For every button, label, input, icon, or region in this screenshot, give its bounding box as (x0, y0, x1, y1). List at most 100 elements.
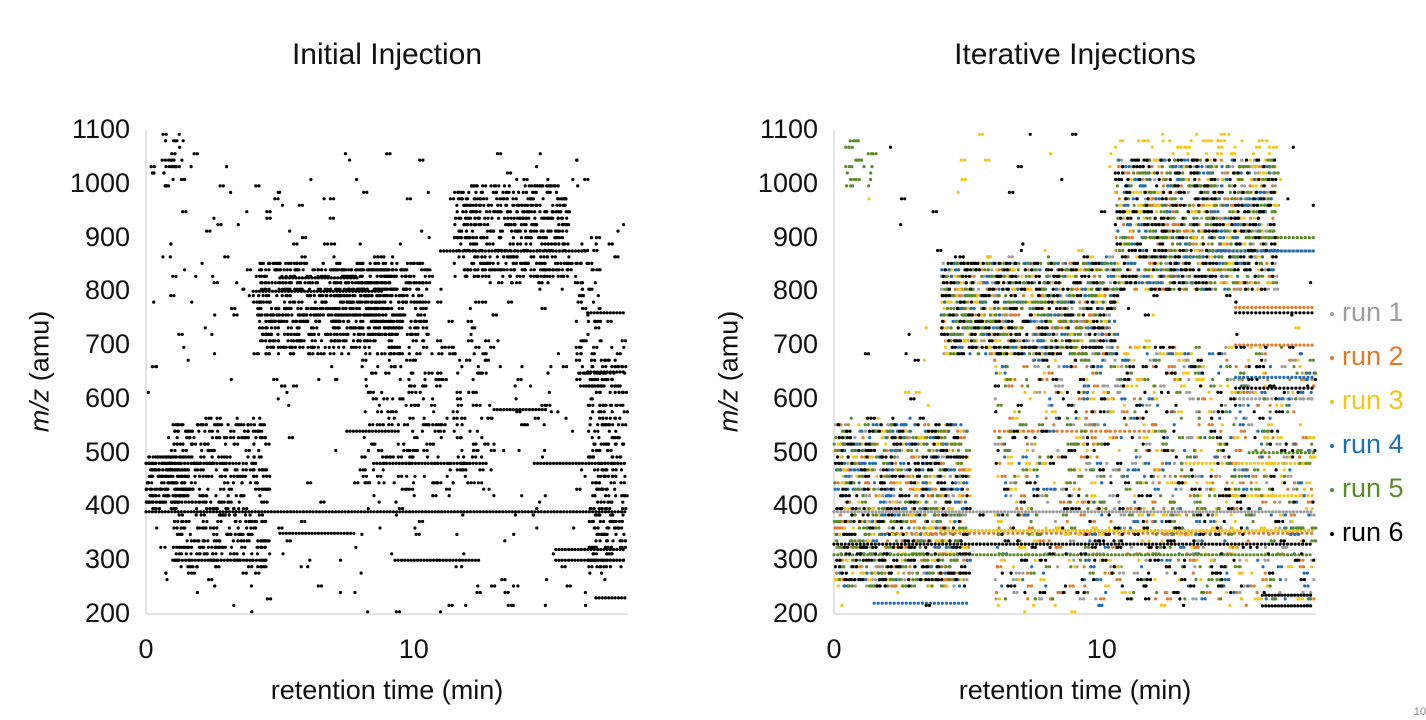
data-point (265, 300, 269, 304)
data-point (594, 390, 598, 394)
data-point (528, 229, 532, 233)
data-point (225, 455, 229, 459)
data-point (418, 390, 422, 394)
data-point (506, 590, 510, 595)
data-point (164, 139, 168, 143)
data-point (618, 539, 622, 543)
data-point (164, 165, 168, 169)
data-point (621, 558, 625, 562)
data-point (598, 519, 602, 524)
data-point (395, 287, 399, 291)
data-point (336, 306, 340, 311)
data-point (475, 510, 479, 514)
data-point (309, 313, 313, 317)
data-point (377, 429, 381, 433)
data-point (567, 547, 571, 552)
data-point (388, 152, 392, 156)
data-point (408, 358, 412, 362)
data-point (166, 184, 171, 188)
data-point (503, 249, 507, 253)
data-point (411, 416, 415, 420)
data-point (608, 390, 612, 394)
data-point (581, 287, 585, 291)
data-point (202, 513, 207, 517)
data-point (213, 558, 217, 562)
data-point (364, 281, 368, 285)
data-point (597, 510, 601, 514)
data-point (337, 510, 341, 514)
data-point (1108, 255, 1112, 259)
data-point (186, 474, 190, 478)
data-point (421, 384, 425, 388)
data-point (438, 384, 442, 388)
data-point (398, 294, 402, 298)
data-point (621, 390, 625, 394)
data-point (220, 455, 224, 459)
data-point (596, 423, 600, 427)
data-point (354, 326, 358, 330)
data-point (332, 531, 337, 535)
data-point (247, 510, 251, 514)
data-point (187, 558, 191, 562)
data-point (257, 513, 261, 517)
data-point (181, 139, 185, 143)
data-point (604, 358, 608, 362)
data-point (617, 390, 621, 394)
data-point (340, 294, 344, 298)
data-point (329, 339, 333, 343)
data-point (531, 190, 535, 194)
data-point (242, 423, 246, 427)
data-point (237, 500, 241, 504)
data-point (332, 326, 336, 330)
data-point (194, 274, 198, 278)
data-point (488, 255, 492, 259)
data-point (357, 300, 361, 304)
data-point (554, 242, 558, 246)
data-point (484, 300, 488, 304)
data-point (190, 500, 195, 504)
data-point (411, 294, 415, 298)
data-point (294, 319, 299, 323)
data-point (430, 352, 434, 356)
data-point (396, 558, 400, 562)
data-point (316, 276, 320, 280)
data-point (276, 332, 280, 336)
data-point (296, 289, 300, 293)
data-point (214, 552, 218, 556)
data-point (144, 510, 148, 514)
data-point (337, 294, 341, 298)
data-point (231, 481, 235, 485)
data-point (587, 287, 591, 291)
data-point (1084, 332, 1088, 336)
data-point (509, 223, 513, 227)
data-point (491, 242, 495, 246)
data-point (265, 216, 269, 220)
data-point (180, 513, 184, 517)
data-point (212, 216, 216, 220)
data-point (596, 474, 600, 478)
data-point (297, 276, 301, 280)
data-point (192, 510, 196, 514)
data-point (387, 268, 391, 272)
data-point (316, 345, 320, 349)
data-point (377, 403, 381, 407)
data-point (284, 531, 288, 535)
data-point (290, 289, 294, 293)
data-point (475, 242, 479, 246)
data-point (226, 255, 230, 259)
data-point (402, 423, 406, 427)
data-point (557, 223, 561, 227)
data-point (560, 197, 564, 201)
data-point (160, 461, 164, 465)
data-point (233, 306, 237, 311)
data-point (605, 487, 609, 491)
data-point (594, 242, 598, 246)
data-point (563, 547, 567, 552)
data-point (385, 455, 389, 459)
data-point (480, 416, 484, 420)
data-point (430, 274, 435, 278)
data-point (502, 255, 506, 259)
data-point (223, 436, 227, 440)
data-point (964, 513, 968, 517)
data-point (162, 481, 166, 485)
